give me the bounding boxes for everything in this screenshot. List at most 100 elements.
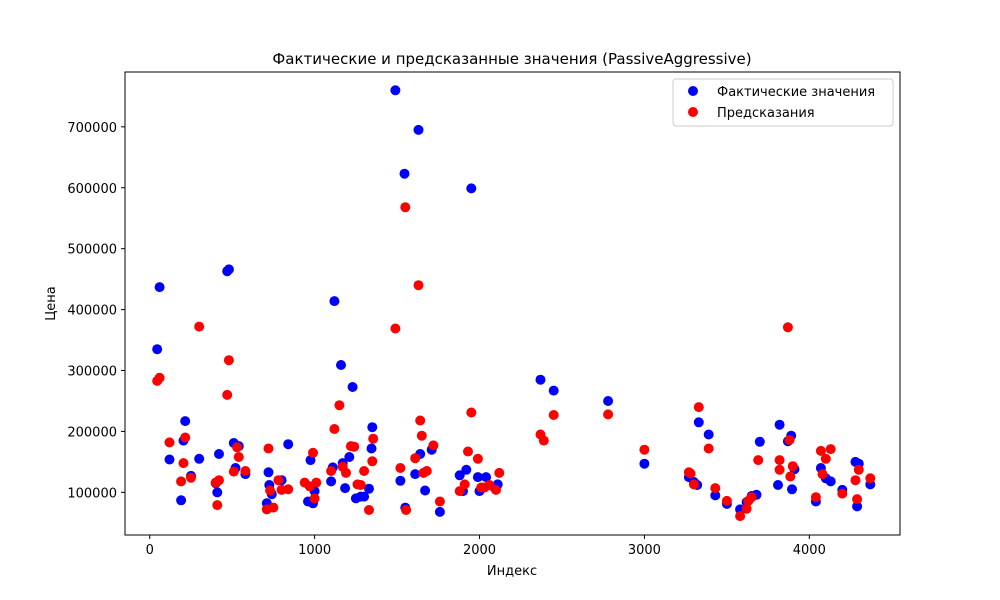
predicted-point-38 [359, 466, 370, 476]
predicted-point-91 [825, 444, 836, 455]
predicted-point-56 [463, 446, 473, 457]
actual-point-76 [773, 480, 783, 490]
predicted-point-43 [395, 463, 406, 473]
actual-point-39 [366, 443, 377, 454]
predicted-point-19 [265, 485, 276, 496]
predicted-point-37 [355, 480, 366, 490]
predicted-point-83 [782, 322, 793, 333]
predicted-point-13 [228, 466, 239, 477]
predicted-point-68 [639, 444, 650, 455]
actual-point-75 [754, 436, 765, 447]
predicted-point-62 [491, 484, 501, 495]
predicted-point-30 [329, 424, 340, 434]
predicted-point-35 [349, 441, 360, 452]
predicted-point-47 [413, 280, 424, 291]
predicted-point-55 [459, 479, 470, 490]
predicted-point-6 [186, 472, 196, 483]
predicted-point-88 [815, 445, 826, 456]
predicted-point-33 [341, 467, 351, 478]
predicted-point-41 [368, 433, 379, 444]
actual-point-53 [461, 464, 472, 475]
actual-point-77 [774, 419, 785, 430]
predicted-point-40 [367, 456, 378, 467]
y-tick-label-0: 100000 [67, 486, 117, 501]
legend-marker-actual [688, 86, 698, 96]
predicted-point-5 [180, 432, 191, 443]
predicted-point-52 [428, 440, 439, 451]
predicted-point-75 [721, 495, 732, 506]
predicted-point-31 [334, 400, 345, 411]
actual-point-43 [399, 168, 410, 179]
x-tick-label-1: 1000 [298, 543, 331, 558]
actual-point-27 [326, 476, 337, 487]
predicted-point-23 [283, 484, 294, 495]
predicted-point-93 [850, 475, 861, 486]
predicted-point-18 [263, 443, 274, 454]
y-tick-label-6: 700000 [67, 121, 117, 136]
actual-point-10 [214, 449, 224, 459]
predicted-point-42 [390, 323, 401, 334]
predicted-point-73 [703, 443, 714, 454]
actual-point-41 [390, 85, 401, 96]
predicted-point-29 [326, 466, 337, 476]
actual-point-18 [263, 467, 274, 478]
x-tick-label-4: 4000 [793, 543, 826, 558]
actual-point-12 [223, 264, 234, 275]
actual-point-34 [347, 382, 358, 392]
x-tick-label-3: 3000 [628, 543, 661, 558]
x-axis-label: Индекс [487, 564, 537, 579]
y-tick-label-2: 300000 [67, 365, 117, 380]
predicted-point-21 [273, 475, 284, 486]
actual-point-33 [344, 452, 355, 462]
actual-point-67 [693, 417, 704, 428]
predicted-point-7 [194, 321, 205, 332]
predicted-point-39 [364, 505, 374, 515]
actual-point-89 [852, 501, 863, 512]
actual-point-3 [176, 495, 187, 506]
legend-label-predicted: Предсказания [717, 106, 815, 121]
predicted-point-79 [746, 492, 757, 503]
predicted-point-70 [685, 468, 696, 479]
predicted-point-10 [214, 475, 224, 486]
points-layer [152, 85, 876, 522]
actual-point-7 [194, 453, 205, 464]
actual-point-69 [710, 490, 721, 501]
actual-point-2 [164, 454, 175, 465]
predicted-point-65 [538, 435, 549, 446]
predicted-point-85 [785, 471, 796, 482]
predicted-point-77 [741, 503, 752, 514]
y-tick-label-4: 500000 [67, 243, 117, 258]
predicted-point-90 [820, 453, 831, 464]
plot-frame [124, 71, 901, 536]
predicted-point-4 [178, 458, 189, 469]
actual-point-22 [283, 439, 294, 450]
predicted-point-20 [268, 502, 279, 513]
chart-title: Фактические и предсказанные значения (Pa… [272, 50, 751, 68]
actual-point-29 [329, 296, 340, 307]
actual-point-30 [336, 360, 346, 370]
y-axis-label: Цена [44, 286, 59, 321]
actual-point-5 [180, 416, 191, 427]
y-tick-label-3: 400000 [67, 304, 117, 319]
predicted-point-63 [494, 467, 505, 478]
predicted-point-94 [852, 494, 863, 505]
actual-point-48 [420, 485, 431, 496]
actual-point-55 [472, 472, 483, 483]
actual-point-46 [413, 124, 424, 135]
predicted-point-14 [232, 442, 243, 453]
y-tick-label-1: 200000 [67, 425, 117, 440]
legend: Фактические значения Предсказания [672, 78, 894, 127]
actual-point-68 [703, 429, 714, 440]
actual-point-85 [825, 476, 836, 487]
predicted-point-96 [865, 473, 876, 484]
predicted-point-76 [735, 511, 746, 522]
predicted-point-48 [415, 415, 426, 426]
actual-point-42 [395, 475, 406, 486]
predicted-point-27 [309, 493, 320, 504]
x-axis: 0 1000 2000 3000 4000 [146, 535, 826, 558]
predicted-point-15 [233, 452, 244, 462]
actual-point-61 [548, 385, 559, 396]
predicted-point-49 [416, 430, 427, 441]
legend-marker-predicted [688, 107, 698, 117]
